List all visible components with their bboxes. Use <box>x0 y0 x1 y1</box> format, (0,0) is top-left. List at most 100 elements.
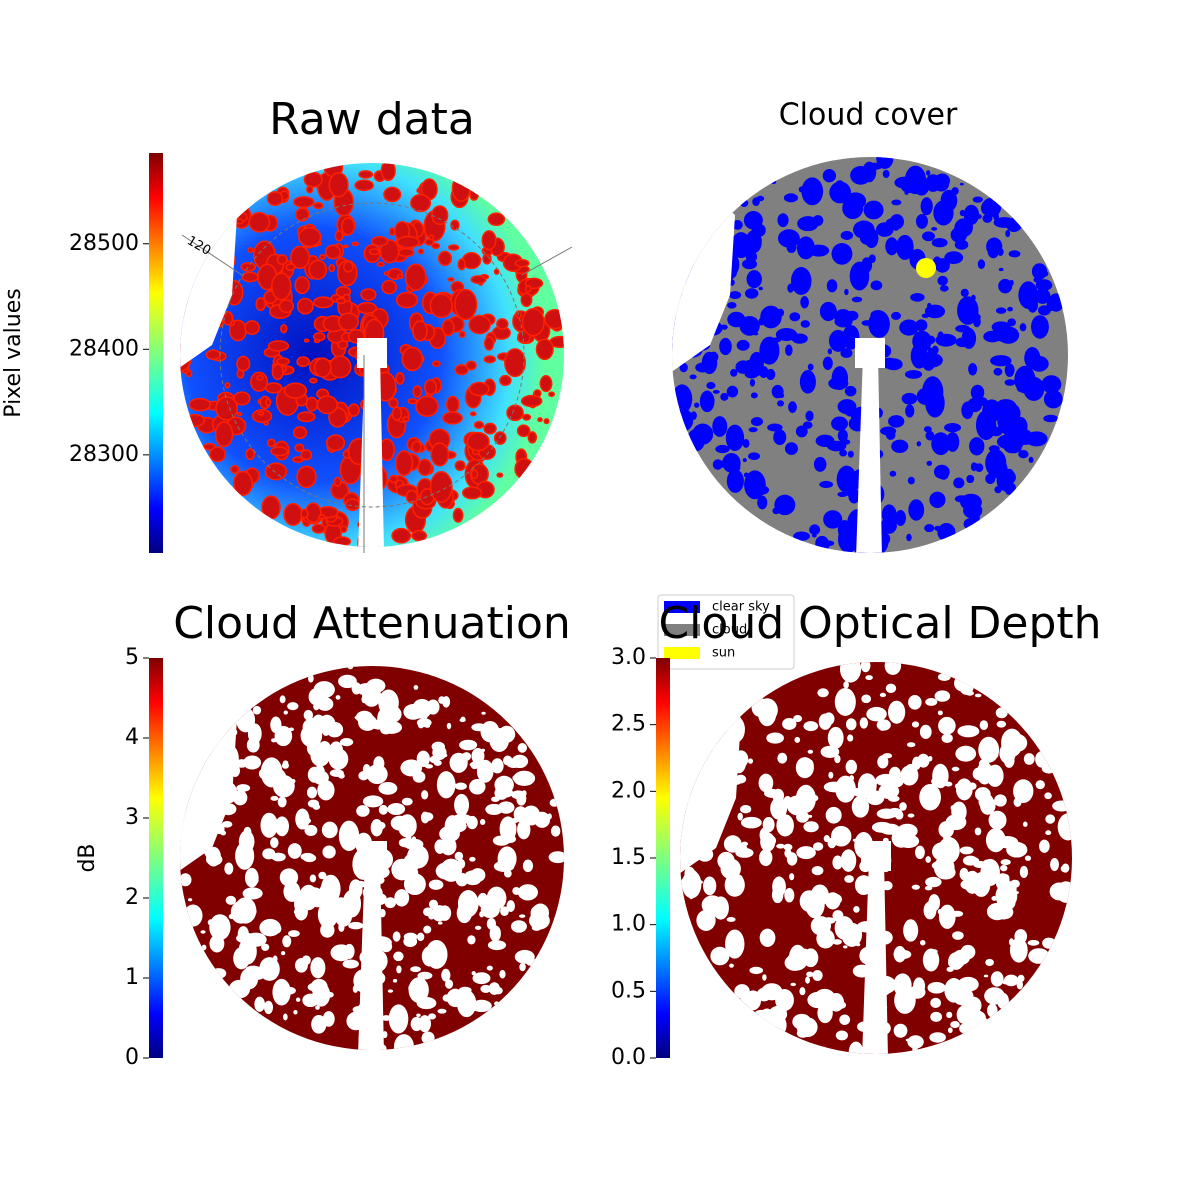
blob <box>937 672 951 681</box>
blob <box>461 486 483 500</box>
blob <box>844 385 857 397</box>
blob <box>401 346 424 372</box>
blob <box>993 367 1003 376</box>
blob <box>240 262 257 272</box>
blob <box>954 218 973 237</box>
blob <box>937 523 956 542</box>
panel-title: Cloud Attenuation <box>173 598 571 649</box>
blob <box>264 768 287 788</box>
blob <box>729 291 742 300</box>
blob <box>339 525 348 534</box>
blob <box>264 382 283 394</box>
blob <box>826 279 838 293</box>
blob <box>951 801 967 823</box>
blob <box>396 965 402 974</box>
blob <box>941 733 953 744</box>
blob <box>1024 855 1032 861</box>
blob <box>786 852 798 866</box>
blob <box>954 239 969 250</box>
blob <box>497 734 502 740</box>
blob <box>868 254 876 264</box>
blob <box>847 450 854 458</box>
blob <box>230 464 240 474</box>
blob <box>904 370 923 379</box>
blob <box>296 297 314 315</box>
blob <box>360 288 377 301</box>
blob <box>493 268 500 275</box>
blob <box>397 247 415 258</box>
blob <box>985 828 1006 853</box>
blob <box>719 337 732 356</box>
blob <box>768 835 777 846</box>
blob <box>326 991 334 998</box>
blob <box>828 771 834 779</box>
blob <box>708 351 719 363</box>
blob <box>907 1035 924 1049</box>
panel-title: Raw data <box>269 94 475 145</box>
blob <box>930 997 941 1009</box>
blob <box>354 715 362 720</box>
blob <box>487 940 507 951</box>
blob <box>447 277 455 282</box>
blob <box>506 404 524 422</box>
blob <box>845 759 857 775</box>
blob <box>429 470 453 503</box>
blob <box>242 887 263 900</box>
blob <box>445 395 460 414</box>
blob <box>758 286 763 291</box>
blob <box>261 943 270 951</box>
blob <box>776 843 785 849</box>
blob <box>291 779 296 784</box>
blob <box>764 1012 787 1038</box>
blob <box>1002 482 1016 494</box>
blob <box>827 726 844 749</box>
blob <box>944 781 953 787</box>
blob <box>836 465 857 493</box>
blob <box>905 1038 910 1042</box>
blob <box>756 195 765 202</box>
blob <box>835 775 856 803</box>
blob <box>931 345 939 355</box>
blob <box>969 437 985 456</box>
blob <box>977 877 985 885</box>
blob <box>826 440 847 452</box>
blob <box>527 431 538 444</box>
blob <box>334 230 344 242</box>
blob <box>1041 375 1062 394</box>
tick-label: 1 <box>125 965 139 990</box>
blob <box>517 884 539 901</box>
blob <box>251 409 273 424</box>
blob <box>338 820 360 852</box>
blob <box>765 368 776 380</box>
blob <box>1045 830 1052 836</box>
blob <box>740 804 752 814</box>
blob <box>742 259 758 270</box>
blob <box>823 781 845 793</box>
blob <box>392 931 401 942</box>
blob <box>859 717 869 729</box>
blob <box>1037 305 1051 316</box>
blob <box>749 966 764 975</box>
blob <box>957 725 980 738</box>
blob <box>749 351 765 373</box>
blob <box>260 812 278 838</box>
blob <box>911 884 920 890</box>
blob <box>893 1023 908 1038</box>
blob <box>340 217 356 236</box>
blob <box>712 459 723 470</box>
blob <box>906 742 916 748</box>
blob <box>776 814 794 837</box>
blob <box>369 719 390 730</box>
blob <box>686 414 691 419</box>
blob <box>491 758 504 774</box>
legend-label: sun <box>712 646 735 661</box>
blob <box>356 301 378 315</box>
blob <box>236 411 243 417</box>
blob <box>684 866 696 881</box>
blob <box>469 411 477 417</box>
blob <box>825 892 841 910</box>
blob <box>1044 792 1052 800</box>
blob <box>939 285 949 292</box>
blob <box>514 259 530 268</box>
blob <box>897 823 918 839</box>
